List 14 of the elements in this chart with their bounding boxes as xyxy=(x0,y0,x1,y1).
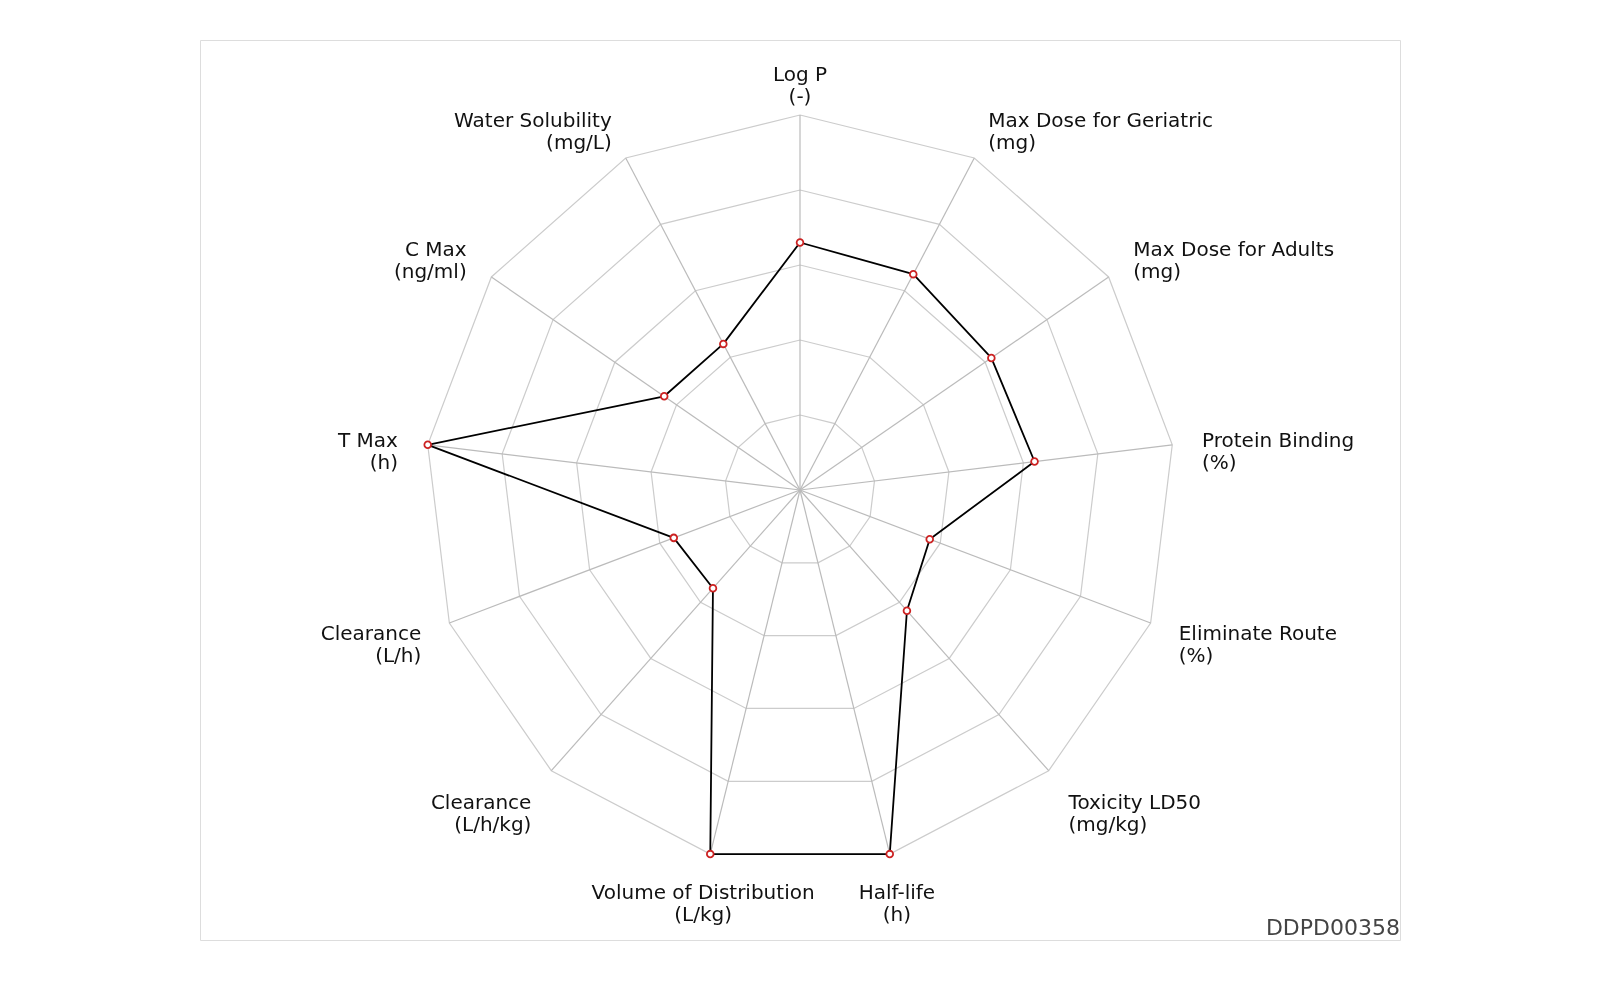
spoke-label: Max Dose for Geriatric (mg) xyxy=(988,108,1213,155)
spoke-label: Clearance (L/h) xyxy=(320,620,422,667)
spoke-label: Toxicity LD50 (mg/kg) xyxy=(1067,790,1201,837)
spoke-label: T Max (h) xyxy=(337,428,399,475)
spoke-label: Water Solubility (mg/L) xyxy=(454,108,612,155)
text: DDPD00358 xyxy=(1265,915,1400,940)
spoke-label: Protein Binding (%) xyxy=(1202,428,1355,475)
spoke-label: Volume of Distribution (L/kg) xyxy=(591,880,815,927)
spoke-label: Eliminate Route (%) xyxy=(1178,620,1337,667)
spoke-label: C Max (ng/ml) xyxy=(393,236,467,283)
spoke-label: Log P (-) xyxy=(772,62,828,108)
spoke-label: Clearance (L/h/kg) xyxy=(430,790,532,837)
spoke-label: Max Dose for Adults (mg) xyxy=(1133,236,1335,283)
spoke-label: Half-life (h) xyxy=(858,880,936,927)
